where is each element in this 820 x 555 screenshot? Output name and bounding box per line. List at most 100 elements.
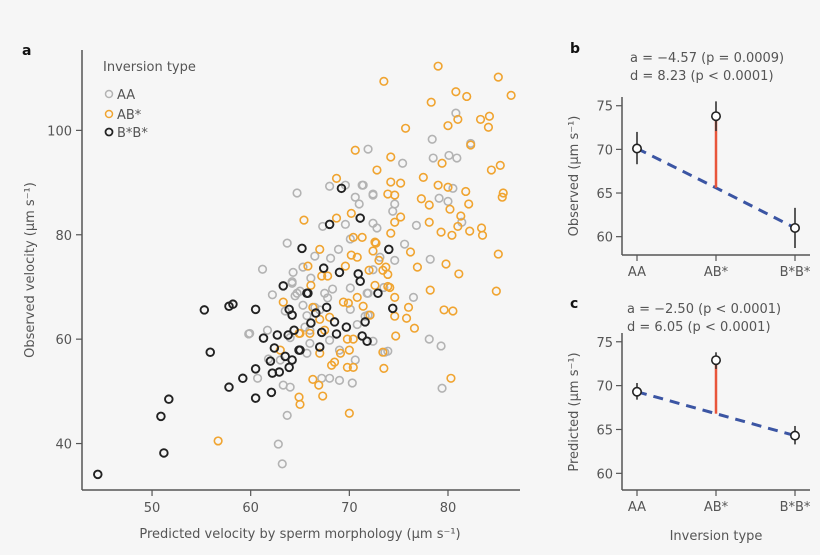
point-ab xyxy=(486,165,496,175)
point-bb xyxy=(329,317,340,327)
point-ab xyxy=(491,286,501,296)
y-axis-label-a: Observed velocity (μm s⁻¹) xyxy=(23,182,38,358)
point-aa xyxy=(325,335,335,345)
point-ab xyxy=(439,305,449,315)
point-bb xyxy=(324,219,335,230)
point-ab xyxy=(401,313,412,323)
point-bb xyxy=(156,411,166,422)
point-ab xyxy=(335,348,346,358)
point-ab xyxy=(441,259,451,269)
point-ab xyxy=(497,192,507,202)
point-aa xyxy=(333,244,344,254)
point-ab xyxy=(343,298,353,308)
x-tick-label-c: AB* xyxy=(704,500,729,515)
point-ab xyxy=(374,255,384,265)
point-ab xyxy=(433,61,443,71)
x-axis-label-c: Inversion type xyxy=(670,529,763,544)
point-ab xyxy=(370,237,380,247)
point-ab xyxy=(405,247,416,257)
point-bb xyxy=(278,281,288,291)
x-tick-label-a: 60 xyxy=(242,501,259,516)
point-aa xyxy=(437,383,447,393)
point-aa xyxy=(325,253,336,263)
point-ab xyxy=(425,285,435,295)
point-bb xyxy=(355,276,365,286)
point-bb xyxy=(269,343,280,353)
mean-point-b xyxy=(789,222,800,233)
point-aa xyxy=(262,325,273,335)
point-bb xyxy=(224,382,234,392)
point-aa xyxy=(327,284,338,294)
point-aa xyxy=(282,410,292,420)
mean-point-b xyxy=(710,111,721,122)
point-ab xyxy=(447,230,457,240)
point-aa xyxy=(368,336,378,346)
point-ab xyxy=(308,374,318,384)
point-bb xyxy=(373,288,383,298)
point-ab xyxy=(331,173,342,183)
point-ab xyxy=(344,408,354,418)
point-ab xyxy=(342,362,352,372)
point-ab xyxy=(364,265,374,275)
x-axis-label-a: Predicted velocity by sperm morphology (… xyxy=(139,527,460,542)
point-bb xyxy=(250,364,261,374)
point-aa xyxy=(244,329,254,339)
point-ab xyxy=(213,436,223,446)
point-bb xyxy=(289,325,299,336)
point-bb xyxy=(265,356,276,366)
point-ab xyxy=(385,282,395,293)
point-bb xyxy=(360,317,370,327)
stat-a-c: a = −2.50 (p < 0.0001) xyxy=(627,302,781,317)
point-ab xyxy=(379,76,389,86)
point-ab xyxy=(484,111,495,121)
y-tick-label-a: 40 xyxy=(55,438,72,453)
point-aa xyxy=(427,134,437,144)
point-bb xyxy=(357,331,367,341)
point-bb xyxy=(93,469,103,480)
point-ab xyxy=(443,182,453,192)
legend-label-ab: AB* xyxy=(117,108,142,123)
point-ab xyxy=(412,262,423,272)
point-ab xyxy=(338,297,349,307)
point-ab xyxy=(325,312,335,322)
mean-point-c xyxy=(789,430,800,441)
point-aa xyxy=(424,334,434,344)
point-ab xyxy=(495,160,505,170)
point-bb xyxy=(316,327,327,338)
point-bb xyxy=(274,367,285,377)
point-ab xyxy=(331,213,342,223)
point-ab xyxy=(465,226,475,236)
point-aa xyxy=(350,355,360,365)
point-ab xyxy=(456,211,466,221)
point-aa xyxy=(383,346,393,356)
point-bb xyxy=(297,243,307,254)
point-ab xyxy=(306,280,316,290)
point-aa xyxy=(288,267,298,277)
point-bb xyxy=(321,302,332,313)
point-ab xyxy=(464,199,474,209)
point-bb xyxy=(283,330,293,340)
point-aa xyxy=(252,373,263,383)
point-ab xyxy=(370,280,380,290)
point-ab xyxy=(348,232,358,242)
panel-label-b: b xyxy=(570,41,580,57)
point-bb xyxy=(387,303,398,314)
y-tick-label-c: 75 xyxy=(596,336,613,351)
point-ab xyxy=(498,188,508,198)
point-bb xyxy=(250,304,261,315)
point-aa xyxy=(347,378,357,388)
point-bb xyxy=(362,336,372,346)
point-aa xyxy=(263,354,274,364)
point-bb xyxy=(287,310,297,320)
point-bb xyxy=(303,288,313,298)
point-aa xyxy=(310,251,320,261)
point-aa xyxy=(273,439,283,449)
point-ab xyxy=(396,178,406,188)
point-ab xyxy=(383,269,393,280)
point-aa xyxy=(277,459,287,469)
point-ab xyxy=(445,204,455,214)
x-tick-label-b: B*B* xyxy=(780,265,811,280)
point-aa xyxy=(368,189,378,199)
point-aa xyxy=(436,341,446,351)
legend-marker-aa xyxy=(104,89,114,99)
